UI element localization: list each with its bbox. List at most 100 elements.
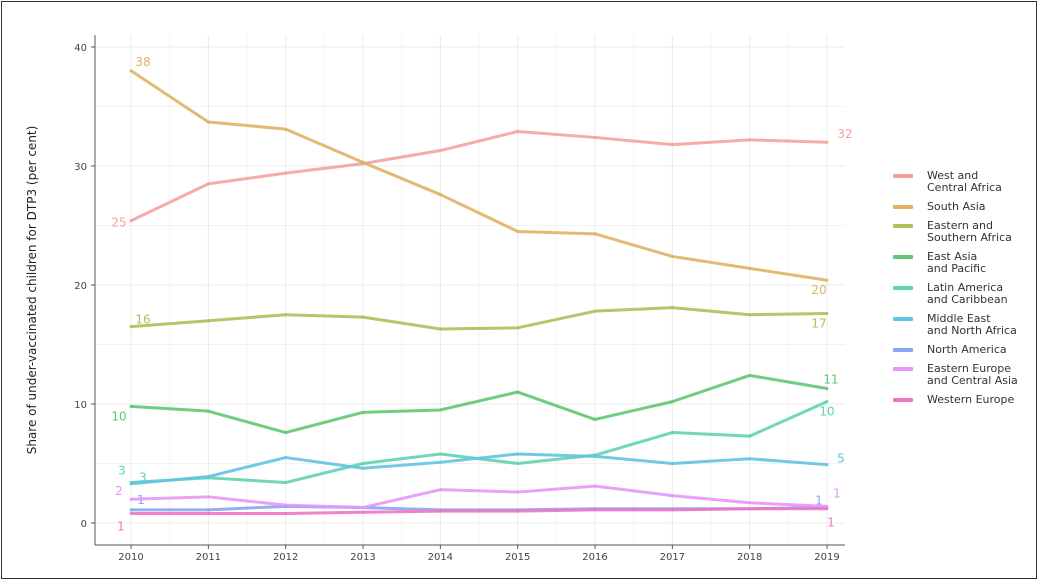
data-point <box>438 193 442 196</box>
x-tick-label: 2012 <box>273 552 298 563</box>
data-point <box>516 390 520 394</box>
legend-item: Western Europe <box>893 394 1018 406</box>
data-point <box>748 266 752 270</box>
legend-swatch <box>893 367 913 371</box>
data-point <box>129 69 133 73</box>
series-line <box>130 484 828 510</box>
end-data-label: 17 <box>811 317 826 331</box>
data-point <box>670 494 674 498</box>
data-point <box>748 434 752 438</box>
data-point <box>438 452 442 456</box>
y-tick-label: 20 <box>74 281 87 292</box>
data-point <box>748 501 752 505</box>
end-data-label: 5 <box>837 452 845 466</box>
data-point <box>206 120 210 124</box>
x-tick-label: 2010 <box>118 552 143 563</box>
start-data-label: 3 <box>139 471 147 485</box>
data-point <box>129 404 133 408</box>
start-data-label: 2 <box>115 484 123 498</box>
data-point <box>825 400 829 404</box>
data-point <box>284 127 288 131</box>
end-data-label: 10 <box>819 405 834 419</box>
start-data-label: 16 <box>135 313 150 327</box>
data-point <box>129 482 133 486</box>
data-point <box>438 149 442 152</box>
legend-label: West and Central Africa <box>927 169 1002 194</box>
legend-item: Latin America and Caribbean <box>893 282 1018 306</box>
legend-item: South Asia <box>893 201 1018 213</box>
legend-swatch <box>893 348 913 352</box>
legend-label: South Asia <box>927 200 986 213</box>
legend-label: Eastern and Southern Africa <box>927 219 1012 244</box>
series-line <box>130 452 828 486</box>
series-line <box>130 306 828 331</box>
data-point <box>593 484 597 488</box>
data-point <box>670 431 674 434</box>
legend-item: Middle East and North Africa <box>893 313 1018 337</box>
data-point <box>129 497 133 501</box>
data-point <box>438 460 442 464</box>
data-point <box>284 481 288 484</box>
data-point <box>284 456 288 459</box>
legend-swatch <box>893 255 913 259</box>
data-point <box>825 463 829 467</box>
data-point <box>206 475 210 478</box>
data-point <box>670 143 674 146</box>
legend-item: North America <box>893 344 1018 356</box>
data-point <box>670 306 674 310</box>
data-point <box>284 431 288 434</box>
x-tick-label: 2014 <box>428 552 453 563</box>
legend: West and Central Africa South Asia Eastern … <box>893 170 1018 413</box>
legend-label: Middle East and North Africa <box>927 312 1017 337</box>
end-data-label: 1 <box>827 516 835 530</box>
y-tick-label: 40 <box>74 43 87 54</box>
data-point <box>438 509 442 513</box>
data-point <box>284 503 288 507</box>
start-data-label: 38 <box>135 55 150 69</box>
y-tick-label: 30 <box>74 162 87 173</box>
series-line <box>131 507 827 515</box>
y-tick-label: 10 <box>74 400 87 411</box>
series-line <box>130 129 828 223</box>
legend-item: East Asia and Pacific <box>893 251 1018 275</box>
legend-swatch <box>893 174 913 178</box>
data-point <box>748 507 752 511</box>
data-point <box>284 512 288 515</box>
data-point <box>825 278 829 282</box>
data-point <box>593 232 597 236</box>
data-point <box>129 325 133 329</box>
data-point <box>284 171 288 175</box>
data-point <box>129 512 133 515</box>
data-point <box>670 508 674 512</box>
data-point <box>516 490 520 494</box>
legend-swatch <box>893 286 913 290</box>
data-point <box>361 315 365 319</box>
data-point <box>438 327 442 331</box>
start-data-label: 25 <box>111 216 126 230</box>
data-point <box>206 409 210 413</box>
y-tick-label: 0 <box>81 519 87 530</box>
start-data-label: 10 <box>111 409 126 423</box>
x-tick-label: 2015 <box>505 552 530 563</box>
x-tick-label: 2019 <box>814 552 839 563</box>
data-point <box>361 410 365 414</box>
data-point <box>748 457 752 461</box>
data-point <box>748 313 752 317</box>
data-point <box>825 504 829 508</box>
data-point <box>438 408 442 412</box>
data-point <box>825 140 829 144</box>
data-point <box>129 508 133 512</box>
end-data-label: 20 <box>811 283 826 297</box>
data-point <box>593 454 597 458</box>
plot-area <box>95 35 845 545</box>
legend-swatch <box>893 205 913 209</box>
data-point <box>206 495 210 499</box>
data-point <box>593 418 597 421</box>
series-line <box>130 69 828 282</box>
end-data-label: 1 <box>833 486 841 500</box>
data-point <box>516 326 520 330</box>
end-data-label: 32 <box>837 127 852 141</box>
data-point <box>516 509 520 513</box>
data-point <box>670 400 674 404</box>
